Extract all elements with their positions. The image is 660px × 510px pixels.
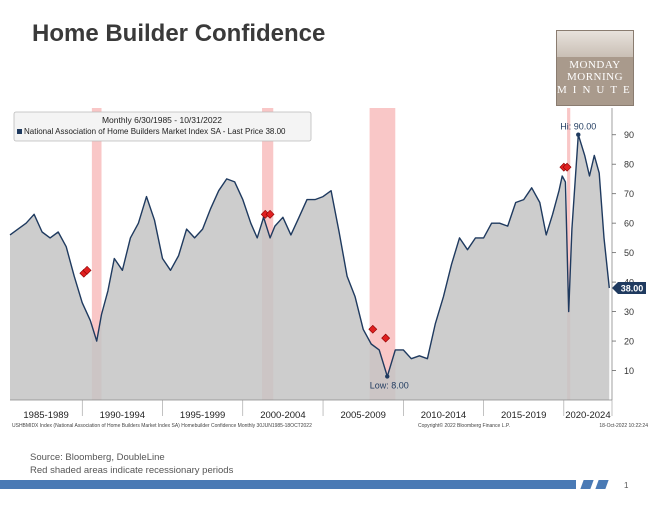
page-number: 1 (624, 481, 629, 490)
slide-title: Home Builder Confidence (32, 20, 326, 47)
legend-period: Monthly 6/30/1985 - 10/31/2022 (102, 115, 222, 125)
x-tick-label: 1995-1999 (180, 410, 225, 421)
y-tick-label: 30 (624, 307, 634, 317)
last-price-label: 38.00 (621, 284, 644, 294)
event-marker (82, 265, 92, 275)
logo-line-2: MORNING (566, 71, 624, 83)
event-marker (381, 333, 391, 343)
y-tick-label: 20 (624, 337, 634, 347)
source-note: Source: Bloomberg, DoubleLine (30, 452, 165, 463)
bottom-right-note: 18-Oct-2022 10:22:24 (599, 423, 648, 429)
y-tick-label: 60 (624, 219, 634, 229)
footer-bar (0, 480, 576, 489)
event-marker (265, 209, 275, 219)
y-tick-label: 10 (624, 366, 634, 376)
y-tick-label: 70 (624, 189, 634, 199)
x-tick-label: 2000-2004 (260, 410, 305, 421)
y-tick-label: 80 (624, 160, 634, 170)
recession-band (567, 108, 571, 400)
chart-legend: Monthly 6/30/1985 - 10/31/2022 National A… (13, 111, 312, 142)
hi-label: Hi: 90.00 (560, 122, 596, 132)
bottom-center-note: Copyright© 2022 Bloomberg Finance L.P. (418, 422, 510, 429)
hi-dot (576, 132, 581, 137)
footer-notes: Source: Bloomberg, DoubleLine Red shaded… (30, 451, 233, 477)
series-line (9, 134, 610, 378)
legend-series-label: National Association of Home Builders Ma… (24, 127, 286, 136)
low-dot (385, 374, 390, 379)
event-marker (562, 162, 572, 172)
y-tick-label: 90 (624, 130, 634, 140)
recession-note: Red shaded areas indicate recessionary p… (30, 465, 234, 476)
logo-line-3: MINUTES (557, 84, 633, 96)
home-builder-chart: 1020304050607080901985-19891990-19941995… (9, 108, 648, 429)
bottom-left-note: USHBMIDX Index (National Association of … (12, 423, 312, 429)
event-marker (368, 324, 378, 334)
x-tick-label: 2015-2019 (501, 410, 546, 421)
x-tick-label: 1985-1989 (23, 410, 68, 421)
footer-slash-1 (580, 480, 594, 489)
x-tick-label: 1990-1994 (100, 410, 145, 421)
logo-line-1: MONDAY (569, 59, 621, 71)
brand-logo: MONDAY MORNING MINUTES (556, 30, 634, 106)
x-tick-label: 2010-2014 (421, 410, 466, 421)
recession-band (91, 108, 102, 400)
series-area (10, 134, 610, 400)
x-tick-label: 2020-2024 (565, 410, 610, 421)
legend-box (13, 111, 312, 142)
x-tick-label: 2005-2009 (340, 410, 385, 421)
footer-slash-2 (595, 480, 609, 489)
last-price-tag (612, 282, 646, 294)
low-label: Low: 8.00 (370, 380, 409, 390)
legend-swatch (17, 129, 22, 134)
y-tick-label: 50 (624, 248, 634, 258)
